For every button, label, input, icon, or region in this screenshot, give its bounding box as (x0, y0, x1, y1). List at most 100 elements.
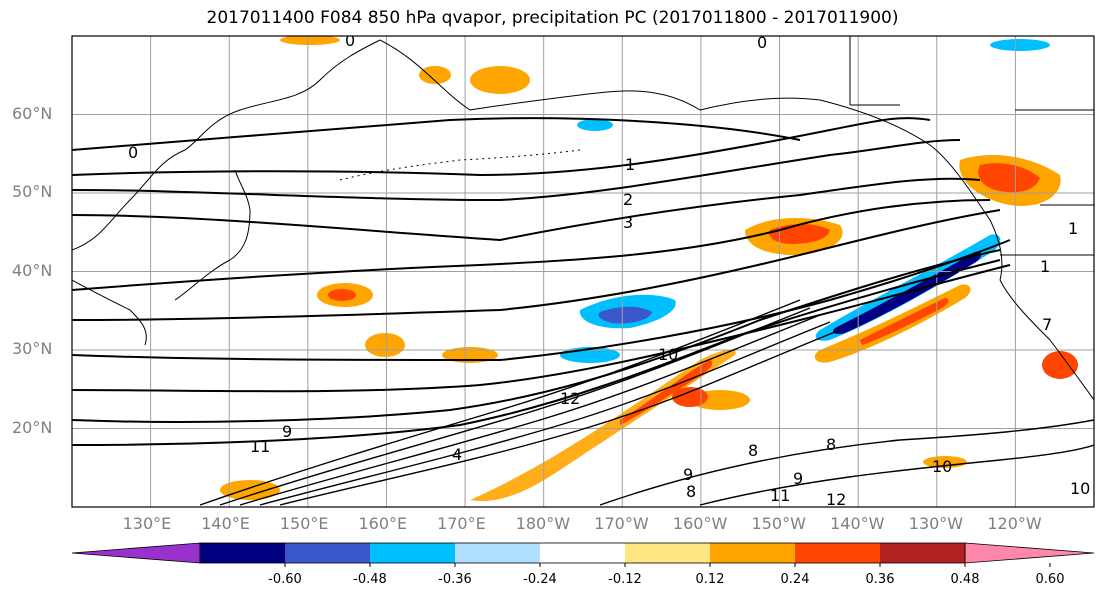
contour-line (72, 199, 991, 291)
contour-line (72, 239, 1011, 362)
colorbar-tick-label: 0.36 (865, 572, 895, 587)
contour-label: 1 (1040, 257, 1050, 276)
contour-label: 3 (623, 213, 633, 232)
precip-shading (220, 36, 1078, 501)
contour-label: 8 (686, 482, 696, 501)
contour-labels: 0 0 0 1 2 3 1 1 7 10 12 11 9 8 8 8 9 11 … (128, 31, 1090, 509)
colorbar-segment (880, 543, 965, 563)
colorbar-tick-label: -0.12 (608, 572, 642, 587)
contour-line (72, 259, 1001, 446)
map-title: 2017011400 F084 850 hPa qvapor, precipit… (206, 8, 899, 28)
precip-patch (990, 39, 1050, 51)
colorbar-segment (625, 543, 710, 563)
precip-patch (365, 333, 405, 357)
colorbar-tick-label: 0.12 (695, 572, 725, 587)
contour-label: 2 (623, 190, 633, 209)
contour-label: 1 (1068, 219, 1078, 238)
coastline-border (849, 36, 1094, 256)
contour-line (72, 117, 931, 177)
contour-line (239, 314, 821, 506)
precip-positive-core-ne (860, 298, 949, 345)
longitude-label: 130°W (908, 514, 964, 533)
precip-patch (280, 36, 340, 45)
contour-label: 10 (1070, 479, 1090, 498)
contour-line (259, 321, 831, 506)
contour-label: 1 (625, 155, 635, 174)
colorbar-frame (199, 542, 966, 564)
longitude-label: 150°E (279, 514, 329, 533)
contour-line (279, 329, 841, 506)
precip-patch (577, 119, 613, 131)
contour-line (699, 444, 1094, 506)
contour-label: 0 (128, 143, 138, 162)
longitude-label: 140°E (201, 514, 250, 533)
longitude-label: 130°E (122, 514, 172, 533)
longitude-label: 160°W (672, 514, 728, 533)
longitude-label: 180°W (515, 514, 571, 533)
colorbar-extend-high (964, 542, 1095, 564)
coastline-japan (174, 169, 251, 301)
longitude-label: 160°E (358, 514, 408, 533)
colorbar-tick-label: 0.24 (780, 572, 810, 587)
coastline-asia (72, 39, 381, 251)
contour-label: 10 (932, 457, 952, 476)
latitude-label: 60°N (12, 103, 53, 123)
colorbar-segment (370, 543, 455, 563)
contour-line (72, 209, 1001, 321)
precip-patch (220, 480, 280, 500)
colorbar (71, 542, 1095, 567)
coastline-namerica (999, 279, 1094, 401)
qvapor-contours (72, 117, 1011, 446)
contour-label: 8 (748, 441, 758, 460)
map-frame (71, 35, 1095, 508)
precip-positive-band-ne (814, 284, 971, 363)
longitude-label: 170°E (437, 514, 486, 533)
contour-label: 9 (282, 422, 292, 441)
precip-patch (328, 289, 356, 301)
latitude-label: 20°N (12, 417, 53, 437)
colorbar-tick-label: -0.24 (523, 572, 557, 587)
latitude-label: 40°N (12, 260, 53, 280)
contour-line (72, 264, 1011, 393)
colorbar-tick-label: -0.60 (268, 572, 302, 587)
map-gridlines (72, 36, 1094, 507)
precip-negative-patch-core (598, 306, 652, 324)
contour-label: 11 (770, 486, 790, 505)
contour-label: 11 (250, 437, 270, 456)
coastlines (72, 36, 1094, 401)
contour-line (599, 419, 1094, 506)
contour-label: 0 (757, 33, 767, 52)
colorbar-segment (710, 543, 795, 563)
colorbar-segment (455, 543, 540, 563)
contour-label: 9 (793, 469, 803, 488)
colorbar-extend-low (71, 542, 201, 564)
precip-patch (1042, 351, 1078, 379)
contour-label: 4 (452, 445, 462, 464)
contour-label: 12 (826, 490, 846, 509)
contour-label: 10 (658, 345, 678, 364)
coastline-alaska (379, 39, 1003, 281)
coastline-aleutians (339, 149, 581, 181)
longitude-label: 150°W (751, 514, 806, 533)
contour-label: 9 (683, 465, 693, 484)
colorbar-tick-label: 0.60 (1035, 572, 1065, 587)
latitude-label: 30°N (12, 339, 53, 358)
contour-line (72, 249, 1001, 423)
contour-line (219, 307, 811, 506)
precip-patch (672, 387, 708, 407)
longitude-label: 170°W (594, 514, 649, 533)
colorbar-tick-label: -0.48 (353, 572, 387, 587)
qvapor-contours-dense (199, 299, 1094, 506)
colorbar-tick-label: -0.36 (438, 572, 472, 587)
contour-line (199, 299, 801, 506)
latitude-label: 50°N (12, 182, 53, 201)
contour-label: 12 (560, 389, 580, 408)
colorbar-segment (200, 543, 285, 563)
contour-line (72, 117, 801, 151)
colorbar-segment (540, 543, 625, 563)
colorbar-segment (285, 543, 370, 563)
contour-label: 0 (345, 31, 355, 50)
precip-positive-patch-coast-core (978, 163, 1040, 193)
colorbar-segment (795, 543, 880, 563)
